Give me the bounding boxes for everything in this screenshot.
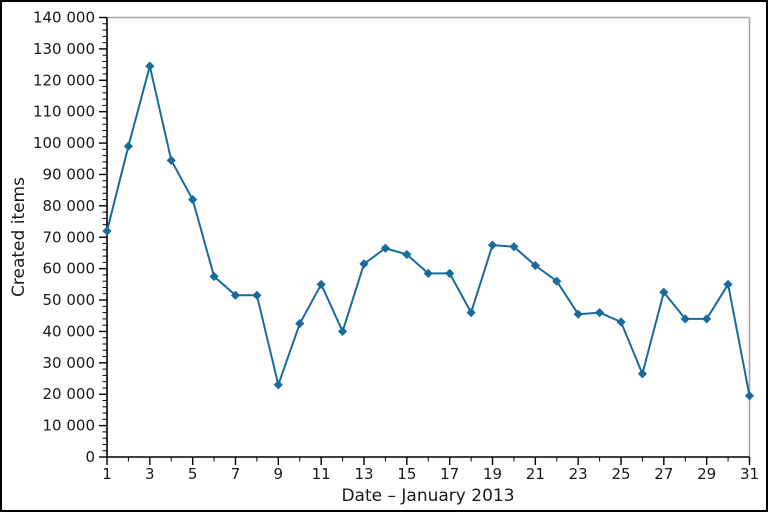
y-axis-tick-label: 90 000 xyxy=(43,165,96,183)
x-axis-tick-label: 25 xyxy=(611,465,630,483)
data-point-day-2 xyxy=(123,141,134,151)
y-axis-tick-label: 20 000 xyxy=(43,385,96,403)
x-axis-ticks: 1 3 5 7 9 11 13 15 17 19 21 23 25 27 29 31 xyxy=(102,457,759,483)
data-point-day-24 xyxy=(594,307,605,318)
x-axis-tick-label: 21 xyxy=(526,465,545,483)
y-axis-tick-label: 30 000 xyxy=(43,354,96,372)
x-axis-tick-label: 27 xyxy=(654,465,673,483)
y-axis-tick-label: 120 000 xyxy=(33,71,95,89)
data-point-day-17 xyxy=(445,268,455,278)
x-axis-tick-label: 5 xyxy=(188,465,198,483)
data-point-day-16 xyxy=(423,268,433,278)
y-axis-tick-label: 140 000 xyxy=(33,9,95,27)
data-series xyxy=(102,61,755,401)
data-point-day-3 xyxy=(145,61,155,71)
y-axis-title: Created items xyxy=(9,177,29,297)
x-axis-tick-label: 9 xyxy=(274,465,284,483)
y-axis-tick-label: 70 000 xyxy=(43,228,96,246)
series-line xyxy=(106,65,751,396)
data-point-day-25 xyxy=(616,317,626,327)
data-point-day-21 xyxy=(530,260,540,271)
data-point-day-10 xyxy=(295,318,305,329)
y-axis-tick-label: 10 000 xyxy=(43,417,96,435)
x-axis-tick-label: 11 xyxy=(312,465,331,483)
x-axis-tick-label: 7 xyxy=(231,465,241,483)
data-point-day-18 xyxy=(466,307,476,318)
y-axis-ticks: 0 10 000 20 000 30 000 40 000 50 000 60 000 70 … xyxy=(33,9,107,466)
data-point-day-11 xyxy=(316,279,326,289)
x-axis-tick-label: 1 xyxy=(102,465,112,483)
y-axis-tick-label: 130 000 xyxy=(33,40,95,58)
data-point-day-22 xyxy=(552,276,562,286)
data-point-day-13 xyxy=(359,259,369,269)
data-point-day-7 xyxy=(230,290,241,300)
x-axis-title: Date – January 2013 xyxy=(341,486,514,506)
data-point-day-29 xyxy=(702,314,712,324)
x-axis-tick-label: 3 xyxy=(145,465,155,483)
x-axis-tick-label: 23 xyxy=(569,465,588,483)
data-point-day-19 xyxy=(487,240,498,250)
data-point-day-27 xyxy=(659,287,669,297)
x-axis-tick-label: 19 xyxy=(483,465,502,483)
data-point-day-28 xyxy=(680,314,690,324)
y-axis-tick-label: 50 000 xyxy=(43,291,96,309)
y-axis-tick-label: 100 000 xyxy=(33,134,95,152)
y-axis-tick-label: 80 000 xyxy=(43,197,96,215)
y-axis-tick-label: 110 000 xyxy=(33,103,95,121)
y-axis-tick-label: 0 xyxy=(85,448,95,466)
x-axis-tick-label: 13 xyxy=(354,465,373,483)
data-point-day-14 xyxy=(380,243,391,253)
data-point-day-26 xyxy=(637,369,648,379)
data-point-day-1 xyxy=(102,226,112,236)
data-point-day-30 xyxy=(723,279,733,289)
data-point-day-4 xyxy=(166,155,176,165)
data-point-day-15 xyxy=(402,249,412,260)
y-axis-tick-label: 60 000 xyxy=(43,260,96,278)
data-point-day-8 xyxy=(252,290,262,300)
data-point-day-9 xyxy=(273,380,283,390)
data-point-day-6 xyxy=(209,271,219,282)
data-point-day-20 xyxy=(509,242,519,252)
x-axis-tick-label: 29 xyxy=(697,465,716,483)
data-point-day-31 xyxy=(744,391,755,401)
x-axis-tick-label: 31 xyxy=(740,465,759,483)
data-point-day-5 xyxy=(188,194,198,205)
data-point-day-12 xyxy=(337,326,348,337)
data-point-day-23 xyxy=(573,309,583,319)
x-axis-tick-label: 17 xyxy=(440,465,459,483)
x-axis-tick-label: 15 xyxy=(397,465,416,483)
y-axis-tick-label: 40 000 xyxy=(43,322,96,340)
